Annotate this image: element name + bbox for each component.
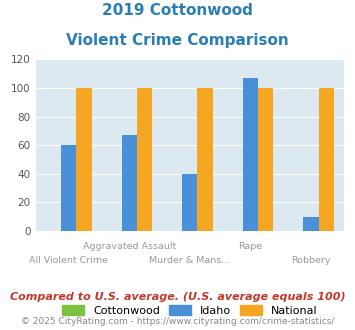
- Text: Aggravated Assault: Aggravated Assault: [83, 242, 176, 251]
- Text: Compared to U.S. average. (U.S. average equals 100): Compared to U.S. average. (U.S. average …: [10, 292, 345, 302]
- Bar: [243, 78, 258, 231]
- Text: Robbery: Robbery: [291, 256, 331, 265]
- Bar: [258, 88, 273, 231]
- Bar: [137, 88, 152, 231]
- Bar: [76, 88, 92, 231]
- Text: Rape: Rape: [239, 242, 263, 251]
- Bar: [61, 145, 76, 231]
- Bar: [122, 135, 137, 231]
- Text: 2019 Cottonwood: 2019 Cottonwood: [102, 3, 253, 18]
- Text: All Violent Crime: All Violent Crime: [29, 256, 108, 265]
- Text: © 2025 CityRating.com - https://www.cityrating.com/crime-statistics/: © 2025 CityRating.com - https://www.city…: [21, 317, 334, 326]
- Bar: [304, 217, 319, 231]
- Legend: Cottonwood, Idaho, National: Cottonwood, Idaho, National: [59, 302, 321, 319]
- Bar: [197, 88, 213, 231]
- Text: Murder & Mans...: Murder & Mans...: [149, 256, 230, 265]
- Text: Violent Crime Comparison: Violent Crime Comparison: [66, 33, 289, 48]
- Bar: [182, 174, 197, 231]
- Bar: [319, 88, 334, 231]
